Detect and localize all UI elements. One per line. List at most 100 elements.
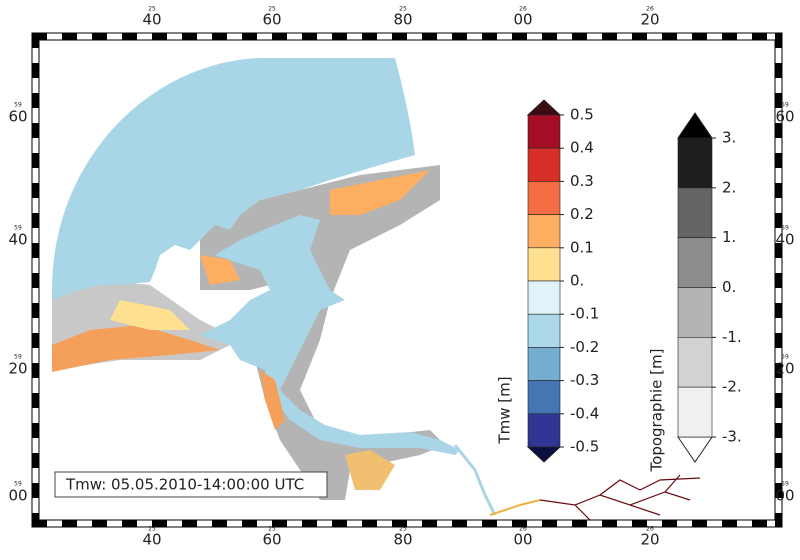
colorbar-segment — [527, 214, 561, 249]
colorbar-tick-label: 1. — [722, 228, 736, 246]
colorbars: 0.5 0.4 0.3 0.2 0.1 0. -0.1 -0.2 -0.3 -0.4 -0.5 Tmw… — [496, 99, 742, 473]
frame-dash — [572, 33, 587, 40]
frame-dash — [692, 520, 707, 527]
frame-dash — [775, 393, 782, 408]
frame-dash — [452, 33, 467, 40]
colorbar-tick-label: 3. — [722, 129, 736, 147]
frame-dash — [62, 33, 77, 40]
map-frame: 2540254025602560258025802600260026202620… — [8, 6, 794, 549]
frame-dash — [392, 520, 407, 527]
colorbar-tick-label: 0.4 — [570, 139, 594, 157]
frame-dash — [752, 520, 767, 527]
coast-orange — [345, 450, 395, 490]
frame-dash — [775, 153, 782, 168]
colorbar-segment — [527, 380, 561, 415]
frame-dash — [32, 93, 39, 108]
frame-dash — [32, 333, 39, 348]
colorbar-segment — [527, 280, 561, 315]
frame-dash — [632, 33, 647, 40]
frame-dash — [122, 520, 137, 527]
frame-dash — [775, 63, 782, 78]
colorbar-tick-label: -0.3 — [570, 371, 599, 389]
map-area — [52, 58, 701, 521]
frame-dash — [32, 243, 39, 258]
frame-dash — [182, 520, 197, 527]
frame-dash — [482, 520, 497, 527]
river — [539, 474, 701, 521]
frame-dash — [775, 93, 782, 108]
x-label: 80 — [393, 11, 412, 29]
frame-dash — [722, 33, 737, 40]
frame-dash — [452, 520, 467, 527]
frame-dash — [272, 520, 287, 527]
frame-dash — [775, 363, 782, 378]
frame-dash — [92, 520, 107, 527]
frame-dash — [32, 33, 39, 48]
colorbar-tick-label: -3. — [722, 428, 742, 446]
frame-dash — [662, 520, 677, 527]
x-label-sub: 25 — [268, 6, 276, 13]
colorbar-segment — [677, 137, 713, 189]
colorbar-tick-label: 0. — [722, 278, 736, 296]
y-label-sub: 59 — [14, 354, 22, 361]
frame-dash — [722, 520, 737, 527]
frame-dash — [542, 520, 557, 527]
frame-dash — [602, 33, 617, 40]
x-label-sub: 25 — [399, 526, 407, 533]
frame-dash — [32, 513, 39, 527]
colorbar-title: Topographie [m] — [648, 349, 666, 473]
frame-dash — [212, 520, 227, 527]
colorbar-tick-label: -0.4 — [570, 404, 599, 422]
frame-dash — [512, 520, 527, 527]
frame-dash — [775, 33, 782, 48]
coast-orange — [260, 370, 285, 430]
x-label-sub: 25 — [148, 526, 156, 533]
x-label: 40 — [142, 11, 161, 29]
frame-dash — [152, 520, 167, 527]
x-label: 80 — [393, 531, 412, 549]
y-label-sub: 59 — [781, 354, 789, 361]
y-label: 60 — [8, 108, 27, 126]
coast-orange — [110, 300, 190, 330]
y-label: 40 — [775, 231, 794, 249]
colorbar-over — [677, 112, 713, 139]
frame-dash — [32, 393, 39, 408]
x-label-sub: 26 — [646, 6, 654, 13]
frame-dash — [32, 33, 47, 40]
frame-dash — [775, 183, 782, 198]
frame-dash — [32, 453, 39, 468]
frame-dash — [32, 183, 39, 198]
colorbar-tick-label: -0.2 — [570, 338, 599, 356]
colorbar-title: Tmw [m] — [496, 376, 514, 444]
colorbar-tick-label: -1. — [722, 328, 742, 346]
frame-dash — [182, 33, 197, 40]
water — [52, 58, 415, 300]
frame-dash — [152, 33, 167, 40]
colorbar-segment — [527, 313, 561, 348]
frame-dash — [332, 33, 347, 40]
frame-dash — [775, 273, 782, 288]
colorbar-tick-label: 0.2 — [570, 205, 594, 223]
colorbar-segment — [527, 147, 561, 182]
frame-dash — [752, 33, 767, 40]
y-label: 00 — [8, 487, 27, 505]
colorbar-segment — [527, 114, 561, 149]
frame-dash — [692, 33, 707, 40]
frame-dash — [32, 483, 39, 498]
colorbar-tick-label: 0.1 — [570, 238, 594, 256]
colorbar-segment — [527, 347, 561, 381]
frame-dash — [422, 33, 437, 40]
frame-dash — [775, 483, 782, 498]
x-label: 20 — [640, 531, 659, 549]
frame-dash — [422, 520, 437, 527]
x-label: 40 — [142, 531, 161, 549]
colorbar-tick-label: -0.1 — [570, 305, 599, 323]
colorbar-tick-label: -2. — [722, 378, 742, 396]
frame-dash — [332, 520, 347, 527]
y-label: 20 — [775, 360, 794, 378]
frame-dash — [362, 33, 377, 40]
frame-dash — [32, 123, 39, 138]
x-label-sub: 26 — [646, 526, 654, 533]
colorbar-over — [526, 99, 562, 116]
